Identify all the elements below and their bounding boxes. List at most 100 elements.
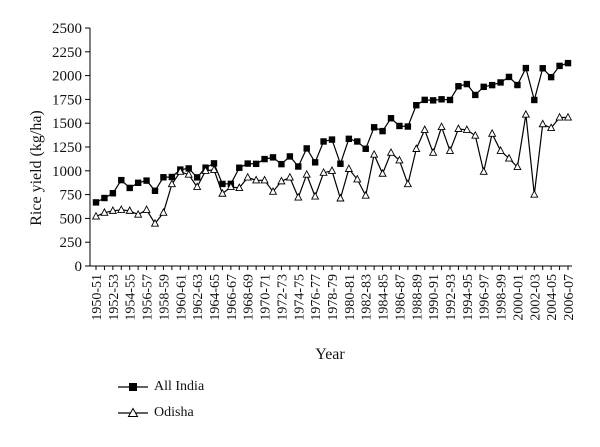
- data-point-triangle: [496, 146, 505, 154]
- legend-item-odisha: Odisha: [118, 400, 204, 426]
- data-point-triangle: [133, 209, 143, 218]
- x-tick-label: 1966-67: [225, 274, 240, 321]
- data-point-triangle: [209, 165, 219, 173]
- data-point-square: [92, 199, 100, 206]
- data-point-square: [463, 80, 471, 88]
- data-point-square: [556, 62, 563, 70]
- data-point-triangle: [100, 207, 109, 216]
- data-point-square: [505, 73, 513, 81]
- data-point-triangle: [201, 166, 210, 174]
- square-marker-icon: [118, 383, 148, 391]
- x-tick-label: 1958-59: [157, 274, 172, 321]
- data-point-square: [522, 64, 530, 72]
- x-tick-label: 2002-03: [528, 274, 543, 321]
- data-point-triangle: [125, 206, 134, 214]
- data-point-square: [320, 138, 327, 145]
- data-point-square: [387, 115, 395, 122]
- y-axis-title: Rice yield (kg/ha): [28, 110, 45, 226]
- data-point-triangle: [268, 186, 278, 195]
- y-tick-label: 0: [75, 259, 83, 275]
- data-point-triangle: [479, 166, 488, 175]
- data-point-square: [421, 96, 428, 104]
- data-point-triangle: [386, 147, 396, 156]
- data-point-square: [370, 124, 378, 131]
- data-point-square: [286, 153, 294, 160]
- x-tick-label: 1960-61: [174, 274, 189, 321]
- data-point-triangle: [235, 183, 244, 191]
- data-point-square: [278, 160, 285, 168]
- data-point-square: [531, 96, 538, 104]
- data-point-square: [472, 91, 479, 99]
- data-point-square: [168, 173, 176, 181]
- data-point-triangle: [412, 144, 421, 152]
- series-layer: [91, 59, 573, 227]
- data-point-square: [236, 164, 243, 171]
- data-point-square: [252, 160, 260, 168]
- data-point-square: [151, 187, 159, 194]
- data-point-triangle: [117, 205, 126, 213]
- data-point-square: [109, 190, 117, 197]
- x-tick-label: 1952-53: [107, 274, 122, 321]
- data-point-square: [379, 127, 386, 135]
- series-line: [95, 62, 569, 203]
- data-point-square: [126, 184, 133, 192]
- data-point-square: [438, 96, 445, 103]
- data-point-triangle: [176, 166, 185, 175]
- x-tick-label: 1984-85: [377, 274, 392, 321]
- data-point-triangle: [260, 175, 269, 184]
- data-point-triangle: [142, 205, 151, 213]
- y-tick-label: 1500: [52, 116, 82, 132]
- x-tick-label: 1964-65: [208, 274, 223, 321]
- x-tick-label: 1986-87: [393, 274, 408, 321]
- x-tick-label: 1996-97: [478, 274, 493, 321]
- triangle-marker-icon: [118, 407, 148, 417]
- data-point-triangle: [108, 206, 118, 214]
- data-point-square: [193, 174, 201, 181]
- data-point-square: [480, 83, 487, 91]
- data-point-triangle: [378, 168, 387, 177]
- x-tick-label: 1976-77: [309, 274, 324, 321]
- x-tick-label: 1956-57: [141, 274, 156, 321]
- data-point-square: [488, 81, 496, 89]
- data-point-triangle: [159, 207, 168, 216]
- data-point-triangle: [445, 146, 455, 154]
- data-point-square: [337, 160, 344, 167]
- data-point-square: [143, 177, 150, 184]
- data-point-square: [564, 59, 572, 67]
- x-tick-label: 1994-95: [461, 274, 476, 321]
- data-point-square: [354, 138, 361, 145]
- data-point-triangle: [462, 125, 472, 133]
- data-point-triangle: [167, 179, 177, 188]
- y-tick-label: 1750: [52, 92, 82, 108]
- y-axis: 0 250 500 750 1000 1250 1500 1750 2000 2250 2500: [52, 21, 91, 275]
- data-point-square: [118, 176, 125, 184]
- data-point-square: [295, 163, 302, 170]
- data-point-triangle: [319, 167, 328, 176]
- data-point-triangle: [420, 125, 429, 133]
- data-point-square: [101, 194, 108, 202]
- x-tick-label: 1988-89: [410, 274, 425, 321]
- x-tick-label: 1970-71: [259, 274, 274, 321]
- data-point-triangle: [403, 179, 413, 188]
- data-point-triangle: [294, 192, 303, 201]
- data-point-triangle: [521, 109, 531, 118]
- x-tick-label: 1950-51: [90, 274, 105, 321]
- y-tick-label: 1000: [52, 164, 82, 180]
- data-point-square: [547, 73, 555, 81]
- data-point-triangle: [184, 169, 193, 178]
- data-point-triangle: [538, 119, 547, 128]
- data-point-triangle: [285, 172, 295, 181]
- y-tick-label: 2000: [52, 69, 82, 85]
- data-point-triangle: [471, 130, 480, 139]
- data-point-square: [311, 159, 319, 166]
- data-point-triangle: [353, 174, 362, 183]
- legend-label: All India: [154, 379, 205, 394]
- x-tick-label: 1982-83: [360, 274, 375, 321]
- data-point-square: [160, 174, 167, 181]
- x-tick-label: 1954-55: [124, 274, 139, 321]
- x-axis: 1950-51 1952-53 1954-55 1956-57 1958-59 1960-…: [90, 265, 577, 321]
- data-point-triangle: [504, 153, 514, 162]
- data-point-square: [446, 96, 454, 104]
- data-point-square: [219, 180, 226, 188]
